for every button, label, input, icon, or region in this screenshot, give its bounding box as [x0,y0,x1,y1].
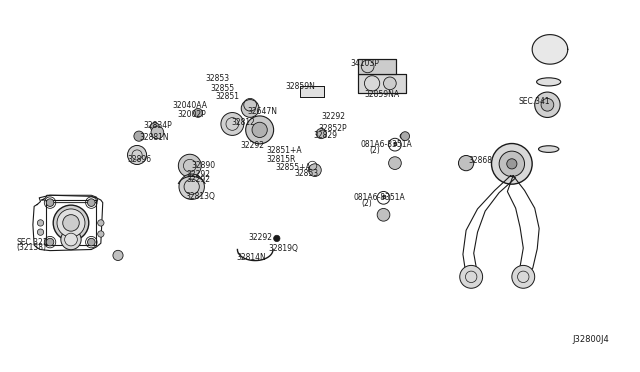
Text: 32851+A: 32851+A [266,147,301,155]
Text: (32138): (32138) [17,243,46,252]
Circle shape [57,209,85,237]
Circle shape [88,238,95,246]
Circle shape [88,199,95,206]
Text: 32292: 32292 [249,233,273,242]
Text: B: B [392,142,397,147]
Text: 32647N: 32647N [247,106,277,116]
Bar [358,74,406,93]
Text: 32851: 32851 [215,92,239,101]
Circle shape [37,229,44,235]
Circle shape [252,122,268,138]
Circle shape [37,220,44,226]
Circle shape [377,192,390,204]
Text: 32853: 32853 [294,169,319,177]
Bar [300,86,324,97]
Text: 32292: 32292 [241,141,264,150]
Bar [358,74,406,93]
Circle shape [98,220,104,226]
Circle shape [98,231,104,237]
Polygon shape [463,176,516,279]
Circle shape [541,99,554,111]
Circle shape [400,134,405,139]
Ellipse shape [536,78,561,86]
Circle shape [65,233,77,246]
Text: 32890: 32890 [192,161,216,170]
Circle shape [63,215,79,231]
Circle shape [179,174,204,199]
Ellipse shape [538,146,559,153]
Circle shape [377,208,390,221]
Circle shape [512,265,534,288]
Circle shape [113,250,123,260]
Bar [358,59,396,74]
Circle shape [507,159,517,169]
Circle shape [274,235,280,241]
Text: J32800J4: J32800J4 [572,335,609,344]
Text: 32868: 32868 [468,156,493,166]
Text: 32813Q: 32813Q [186,192,215,201]
Text: 32812: 32812 [231,118,255,127]
Text: B: B [381,195,386,200]
Text: 32855+A: 32855+A [276,163,311,172]
Circle shape [241,100,259,117]
Text: 32834P: 32834P [143,121,172,129]
Text: 32859NA: 32859NA [364,90,399,99]
Text: 32292: 32292 [187,175,211,184]
Circle shape [316,128,326,139]
Text: 32040AA: 32040AA [173,101,207,110]
Circle shape [127,145,147,164]
Text: 32859N: 32859N [285,82,315,91]
Circle shape [53,205,89,241]
Circle shape [246,116,274,144]
Circle shape [150,122,159,131]
Polygon shape [42,195,98,203]
Text: 32814N: 32814N [236,253,266,263]
Polygon shape [532,35,568,64]
Circle shape [534,92,560,118]
Text: (2): (2) [369,146,380,155]
Text: 32853: 32853 [205,74,230,83]
Circle shape [61,230,81,250]
Circle shape [401,132,410,141]
Text: SEC.341: SEC.341 [519,97,550,106]
Text: 32292: 32292 [187,170,211,179]
Bar [358,59,396,74]
Circle shape [179,154,201,177]
Text: 32819Q: 32819Q [268,244,298,253]
Circle shape [499,151,525,177]
Bar [300,86,324,97]
Text: 32815R: 32815R [266,155,296,164]
Circle shape [388,157,401,170]
Circle shape [221,113,244,135]
Text: 32002P: 32002P [177,109,206,119]
Text: 34103P: 34103P [351,59,380,68]
Circle shape [460,265,483,288]
Text: 32829: 32829 [314,131,338,140]
Text: 32855: 32855 [211,84,235,93]
Text: 081A6-8351A: 081A6-8351A [353,193,404,202]
Text: (2): (2) [362,199,372,208]
Circle shape [46,199,54,206]
Circle shape [492,144,532,184]
Text: 081A6-8351A: 081A6-8351A [361,140,412,149]
Circle shape [308,164,321,176]
Circle shape [383,77,396,90]
Circle shape [154,134,159,139]
Text: 32881N: 32881N [139,133,168,142]
Polygon shape [45,200,97,245]
Circle shape [46,238,54,246]
Circle shape [388,138,401,151]
Circle shape [134,131,144,141]
Text: SEC.321: SEC.321 [17,238,48,247]
Circle shape [151,126,164,139]
Polygon shape [33,195,103,251]
Circle shape [458,155,474,171]
Polygon shape [508,176,539,278]
Text: 32852P: 32852P [318,124,347,133]
Circle shape [193,109,202,117]
Text: 32896: 32896 [127,155,152,164]
Text: 32292: 32292 [321,112,345,121]
